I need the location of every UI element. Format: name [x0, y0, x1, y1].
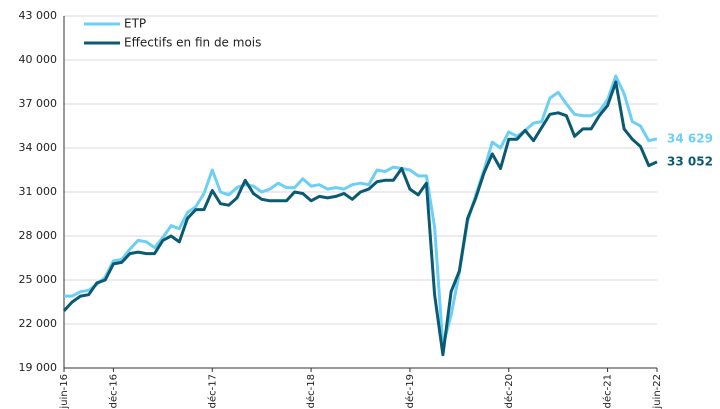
x-tick-label: déc-19 — [404, 374, 416, 408]
value-label: 34 629 — [667, 131, 713, 145]
series-line — [64, 74, 658, 348]
y-tick-label: 28 000 — [19, 229, 58, 242]
y-tick-label: 25 000 — [19, 273, 58, 286]
y-tick-label: 22 000 — [19, 317, 58, 330]
y-tick-label: 40 000 — [19, 53, 58, 66]
legend-label: ETP — [124, 17, 146, 31]
value-label: 33 052 — [667, 154, 713, 168]
x-tick-label: déc-17 — [206, 374, 218, 408]
x-tick-label: déc-21 — [602, 374, 614, 408]
y-tick-label: 37 000 — [19, 97, 58, 110]
series-line — [62, 80, 658, 357]
legend-label: Effectifs en fin de mois — [124, 36, 261, 50]
x-tick-label: juin-22 — [652, 374, 663, 409]
y-tick-label: 31 000 — [19, 185, 58, 198]
y-tick-label: 43 000 — [19, 9, 58, 22]
x-tick-label: juin-16 — [59, 374, 70, 409]
x-tick-label: déc-20 — [503, 374, 515, 408]
x-tick-label: déc-18 — [305, 374, 317, 408]
y-tick-label: 19 000 — [19, 361, 58, 374]
y-tick-label: 34 000 — [19, 141, 58, 154]
x-tick-label: déc-16 — [107, 374, 119, 408]
